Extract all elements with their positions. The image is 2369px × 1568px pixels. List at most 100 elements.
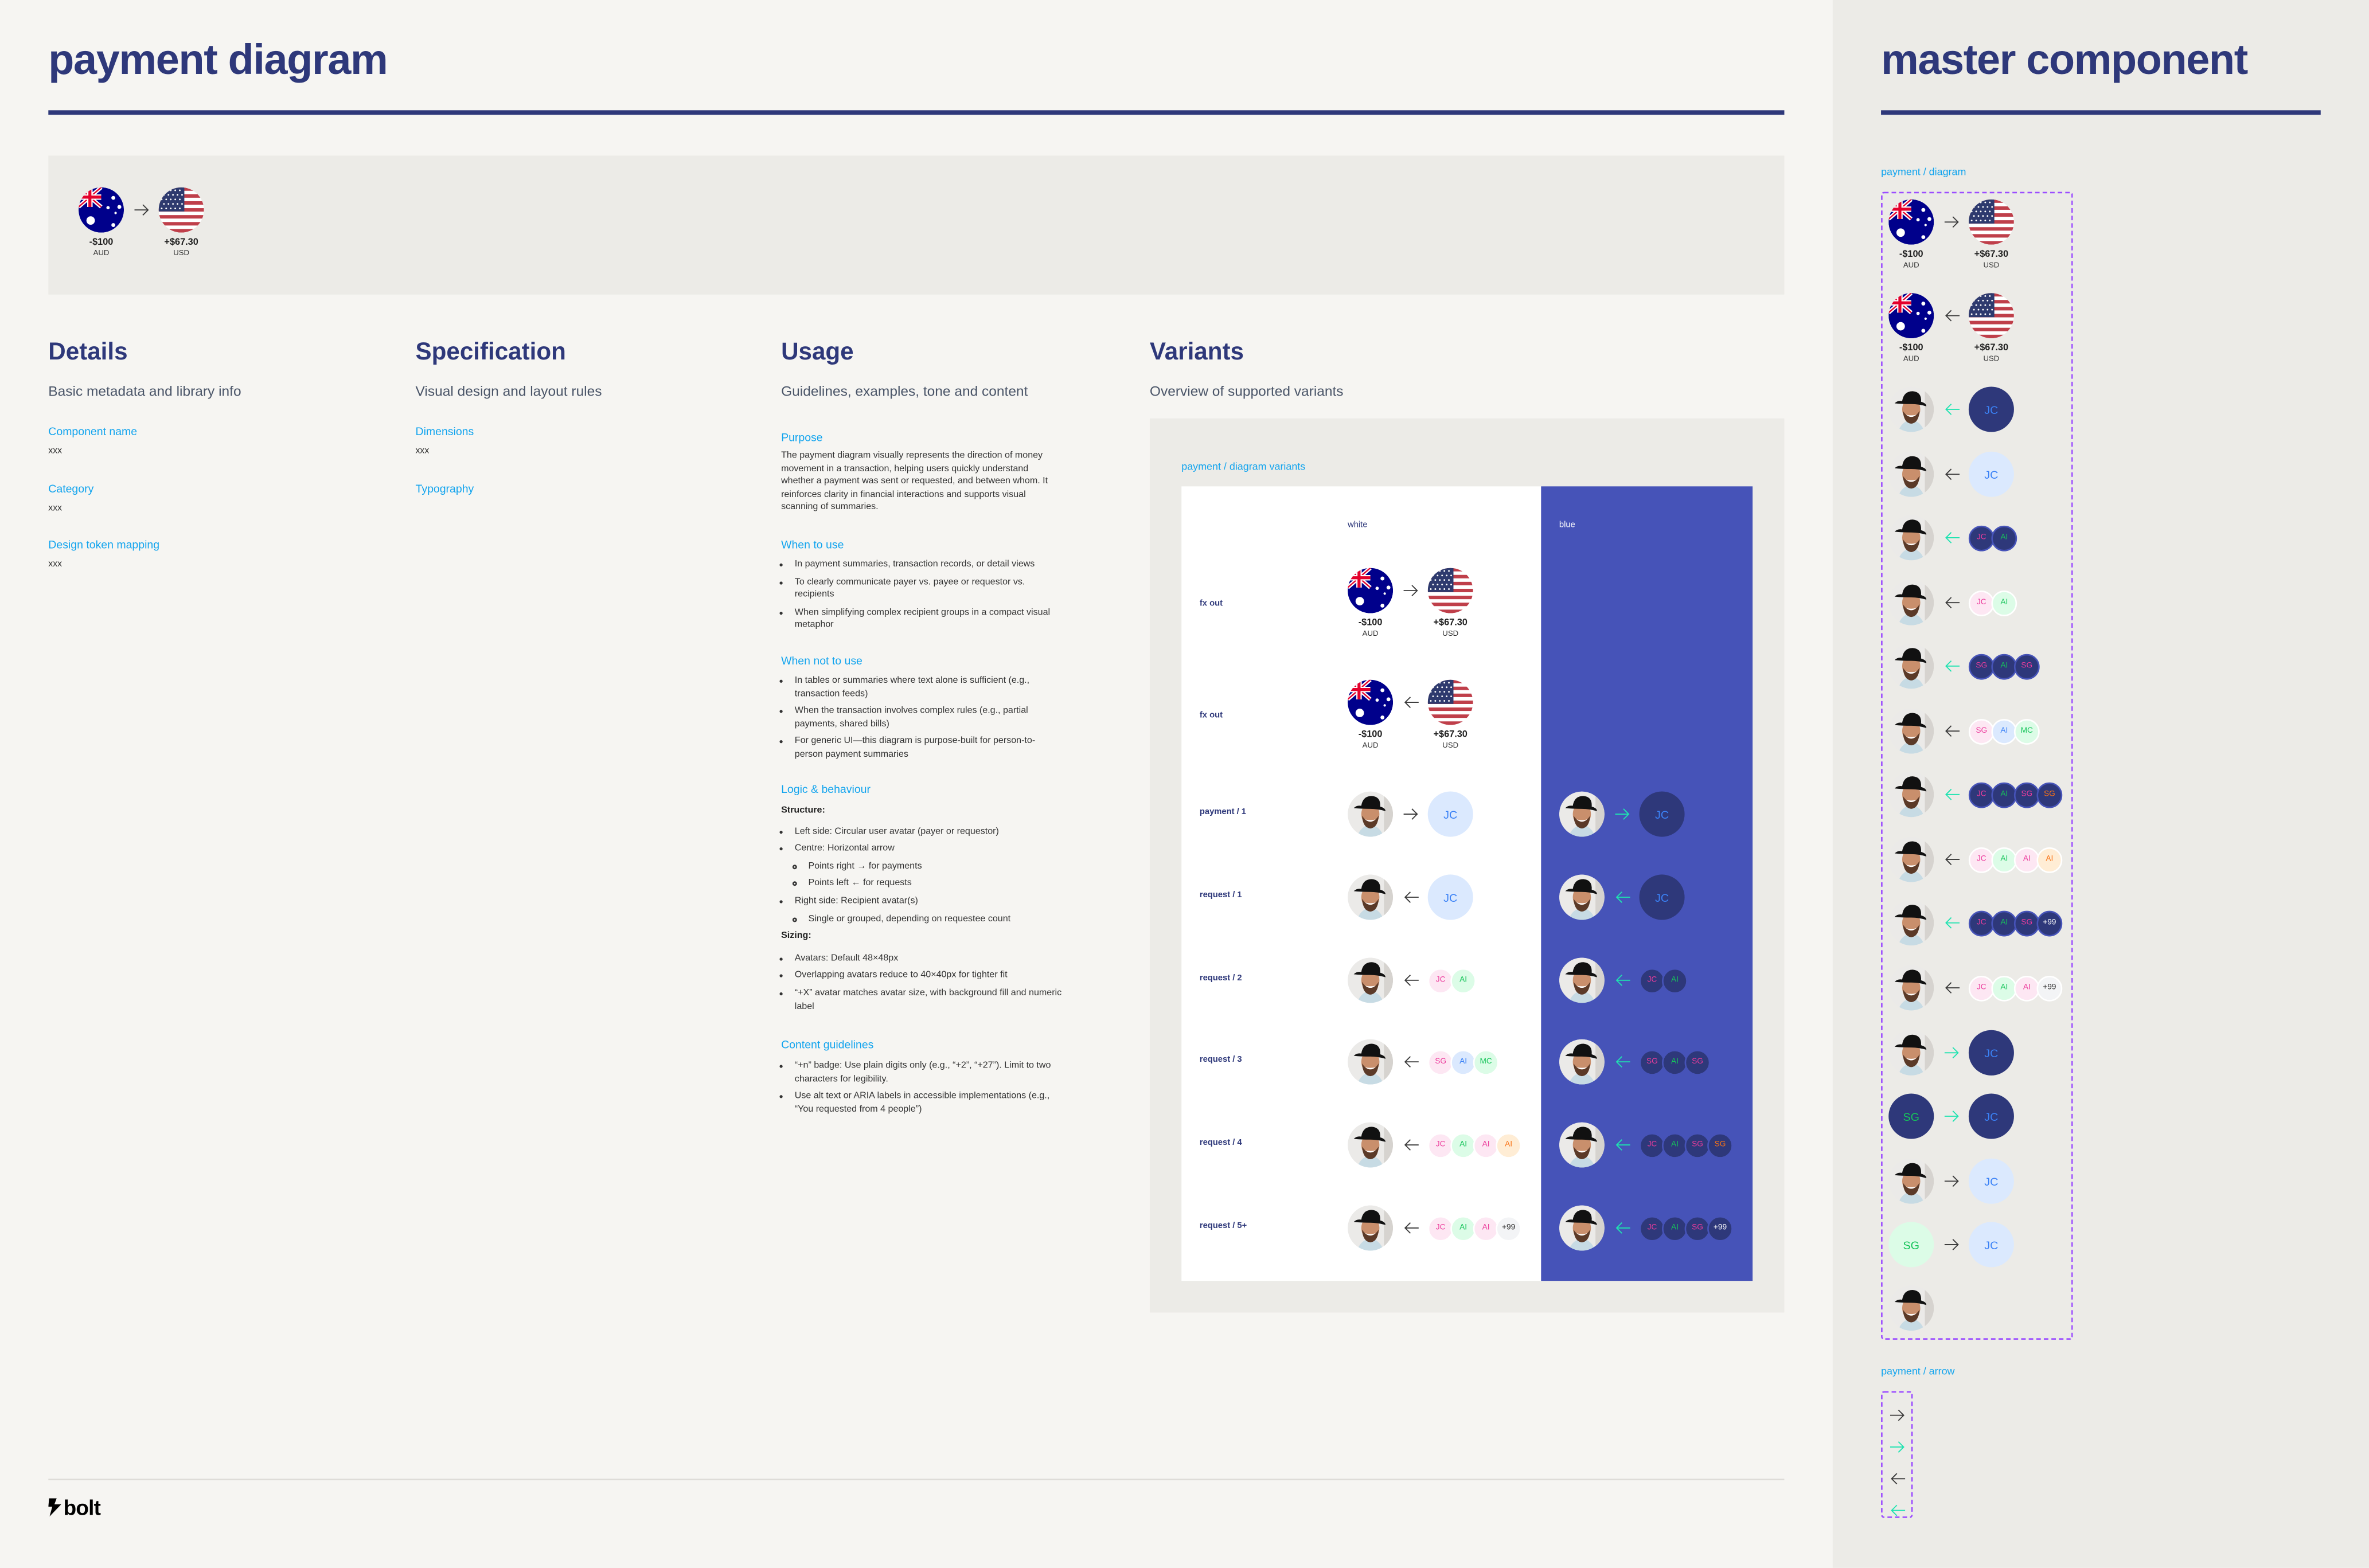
initials-avatar: AI [1991, 589, 2017, 616]
arrow-left-teal-icon[interactable] [1890, 1497, 1906, 1524]
payment-diagram[interactable]: -$100 AUD +$67.30 USD [79, 187, 204, 259]
variant-row-label: request / 5+ [1199, 1222, 1247, 1231]
avatar-initials: AI [2000, 983, 2008, 992]
purpose-text: The payment diagram visually represents … [781, 450, 1048, 513]
master-diagram-variant[interactable]: JC [1888, 1158, 2014, 1204]
variant-diagram-blue[interactable]: SG AI SG [1559, 1039, 1711, 1085]
arrow-left-dark-icon[interactable] [1890, 1465, 1906, 1492]
avatar-initials: SG [1714, 1140, 1726, 1149]
recipient-avatar-group: SG AI MC [1427, 1039, 1499, 1085]
currency-amount-unit: +$67.30 USD [1428, 568, 1473, 639]
when-not-to-use-label: When not to use [781, 654, 862, 668]
logic-content: Structure: Left side: Circular user avat… [781, 805, 1062, 1018]
arrow-left-icon [1404, 1123, 1419, 1168]
variant-diagram-blue[interactable]: JC AI SG SG [1559, 1123, 1733, 1168]
currency-amount-unit: +$67.30 USD [159, 187, 204, 259]
master-diagram-variant[interactable]: SG JC [1888, 1093, 2014, 1139]
variant-diagram-blue[interactable]: JC AI SG +99 [1559, 1205, 1733, 1250]
master-diagram-variant[interactable]: JC [1888, 1030, 2014, 1076]
avatar-initials: AI [1671, 975, 1679, 985]
arrow-right-teal-icon[interactable] [1890, 1433, 1905, 1460]
master-diagram-variant[interactable]: JC AI [1888, 580, 2017, 625]
initials-avatar: JC [1968, 451, 2014, 497]
avatar-initials: AI [1482, 1223, 1490, 1233]
content-guidelines-list: “+n” badge: Use plain digits only (e.g.,… [781, 1060, 1062, 1121]
master-diagram-frame[interactable] [1881, 191, 2073, 1340]
currency-code: AUD [1362, 741, 1379, 751]
master-diagram-variant[interactable]: SG JC [1888, 1222, 2014, 1268]
variant-diagram-blue[interactable]: JC [1559, 874, 1685, 920]
currency-amount-unit: +$67.30 USD [1428, 680, 1473, 750]
initials-avatar: SG [1639, 1049, 1665, 1075]
field-value-dimensions: xxx [415, 447, 430, 456]
initials-avatar: JC [1968, 525, 1995, 551]
logic-label: Logic & behaviour [781, 782, 871, 796]
variants-panel: payment / diagram variants white blue fx… [1149, 418, 1785, 1313]
master-arrow-frame[interactable] [1881, 1391, 1913, 1518]
sub-list-item: Points right → for payments [809, 861, 1063, 874]
master-diagram-variant[interactable]: SG AI MC [1888, 709, 2040, 754]
master-diagram-variant[interactable]: JC [1888, 451, 2014, 497]
initials-avatar: SG [1427, 1049, 1454, 1075]
master-diagram-variant[interactable]: JC AI AI +99 [1888, 965, 2063, 1011]
variant-diagram-white[interactable]: SG AI MC [1348, 1039, 1499, 1085]
arrow-left-icon [1404, 1039, 1419, 1085]
variant-diagram-blue[interactable]: JC [1559, 791, 1685, 837]
purpose-label: Purpose [781, 430, 823, 444]
variant-diagram-white[interactable]: -$100 AUD +$67.30 USD [1348, 568, 1473, 639]
currency-amount-unit: -$100 AUD [1348, 568, 1393, 639]
recipient-avatar-group: JC [1639, 874, 1685, 920]
variant-diagram-white[interactable]: JC AI [1348, 957, 1477, 1003]
list-item: When the transaction involves complex ru… [795, 706, 1062, 732]
variant-diagram-white[interactable]: JC [1348, 874, 1473, 920]
master-diagram-variant[interactable]: JC AI AI AI [1888, 837, 2063, 882]
avatar-initials: AI [2000, 533, 2008, 542]
recipient-avatar-group: JC AI AI +99 [1427, 1205, 1522, 1250]
variant-diagram-white[interactable]: JC [1348, 791, 1473, 837]
variant-row-label: request / 2 [1199, 974, 1242, 984]
details-subtitle: Basic metadata and library info [48, 384, 241, 399]
user-photo-avatar [1888, 1030, 1934, 1076]
initials-avatar: SG [1888, 1093, 1934, 1139]
initials-avatar: AI [1991, 718, 2017, 744]
currency-amount-unit: -$100 AUD [79, 187, 124, 259]
user-photo-avatar [1348, 874, 1393, 920]
master-diagram-variant[interactable]: SG AI SG [1888, 643, 2040, 689]
specification-heading: Specification [415, 339, 566, 366]
arrow-right-dark-icon[interactable] [1890, 1402, 1905, 1429]
master-diagram-variant[interactable]: JC AI SG SG [1888, 772, 2063, 817]
currency-code: USD [1442, 629, 1459, 639]
initials-avatar: AI [1450, 1215, 1477, 1241]
master-diagram-variant[interactable] [1888, 1285, 1934, 1331]
master-diagram-variant[interactable]: -$100 AUD +$67.30 USD [1888, 200, 2014, 271]
australia-flag-icon [1348, 568, 1393, 613]
avatar-initials: SG [1903, 1238, 1920, 1252]
user-photo-avatar [1348, 1123, 1393, 1168]
currency-code: USD [1983, 261, 2000, 271]
variant-diagram-white[interactable]: JC AI AI AI [1348, 1123, 1522, 1168]
details-heading: Details [48, 339, 128, 366]
master-diagram-variant[interactable]: -$100 AUD +$67.30 USD [1888, 293, 2014, 364]
master-diagram-variant[interactable]: JC [1888, 386, 2014, 432]
variant-diagram-white[interactable]: -$100 AUD +$67.30 USD [1348, 680, 1473, 751]
initials-avatar: JC [1639, 874, 1685, 920]
variant-diagram-white[interactable]: JC AI AI +99 [1348, 1205, 1522, 1250]
avatar-initials: SG [1435, 1057, 1446, 1067]
initials-avatar: JC [1968, 1222, 2014, 1268]
recipient-avatar-group: SG AI MC [1968, 709, 2040, 754]
avatar-initials: AI [2000, 789, 2008, 799]
us-flag-icon [1428, 680, 1473, 725]
arrow-left-icon [1615, 1039, 1630, 1085]
master-diagram-variant[interactable]: JC AI SG +99 [1888, 900, 2063, 945]
arrow-right-icon [1944, 1159, 1960, 1204]
avatar-initials: AI [1459, 975, 1468, 985]
amount: -$100 [1899, 343, 1923, 354]
variant-diagram-blue[interactable]: JC AI [1559, 957, 1688, 1003]
arrow-left-icon [1404, 957, 1419, 1003]
arrow-right-icon [134, 187, 149, 233]
avatar-initials: AI [1482, 1140, 1490, 1149]
initials-avatar: AI [1991, 975, 2017, 1001]
master-diagram-variant[interactable]: JC AI [1888, 515, 2017, 560]
avatar-initials: SG [1976, 726, 1988, 736]
